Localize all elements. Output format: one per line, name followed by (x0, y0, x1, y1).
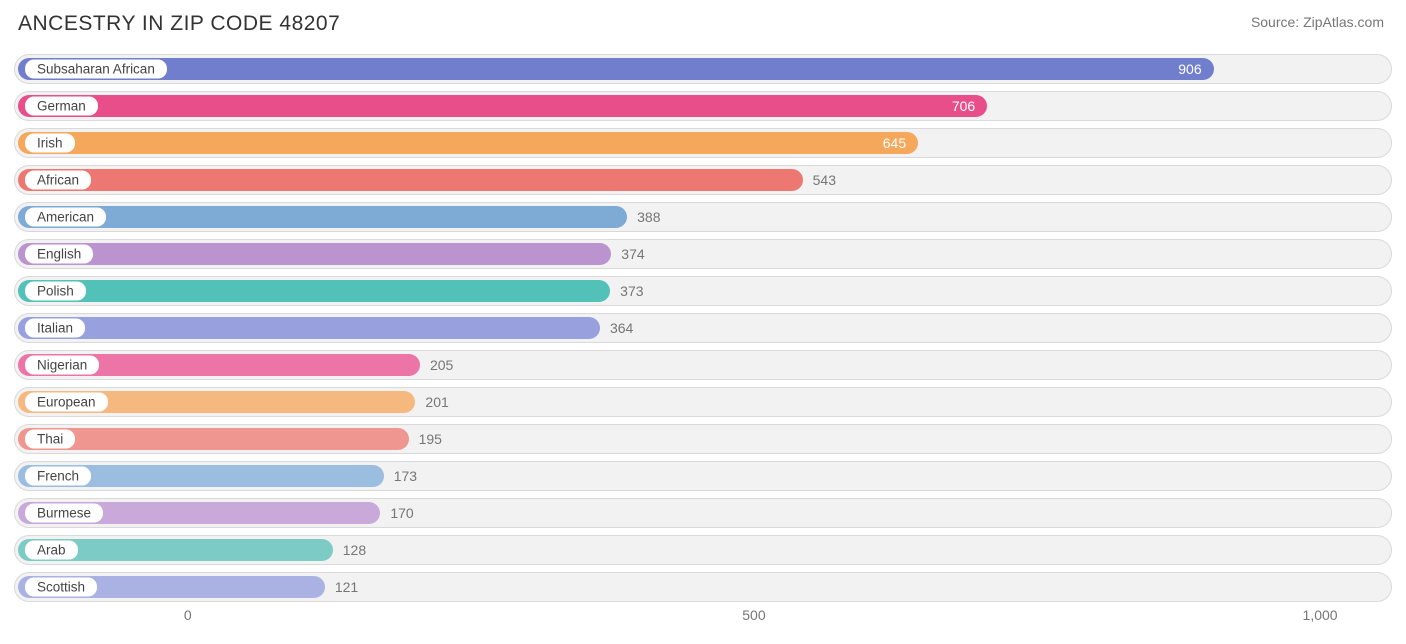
bar-row: 373 Polish (14, 276, 1392, 306)
bar-value: 201 (425, 394, 448, 410)
bar-label-pill: Arab (24, 540, 79, 561)
bar-value: 906 (1178, 61, 1201, 77)
bar-value: 121 (335, 579, 358, 595)
bar-value: 543 (813, 172, 836, 188)
bar-row: 543 African (14, 165, 1392, 195)
chart-title: ANCESTRY IN ZIP CODE 48207 (18, 12, 1392, 36)
bar-value: 364 (610, 320, 633, 336)
bar-label-pill: German (24, 96, 99, 117)
bar-value: 173 (394, 468, 417, 484)
bar-row: 706 German (14, 91, 1392, 121)
bar-label-pill: American (24, 207, 107, 228)
x-axis-tick: 1,000 (1303, 607, 1338, 623)
bar-fill (18, 169, 803, 191)
bar-fill (18, 317, 600, 339)
bar-row: 374 English (14, 239, 1392, 269)
bar-row: 906 Subsaharan African (14, 54, 1392, 84)
bar-value: 195 (419, 431, 442, 447)
bar-row: 128 Arab (14, 535, 1392, 565)
bar-value: 388 (637, 209, 660, 225)
bar-label-pill: Scottish (24, 577, 98, 598)
bar-label-pill: French (24, 466, 92, 487)
bar-row: 388 American (14, 202, 1392, 232)
bar-value: 128 (343, 542, 366, 558)
bar-value: 374 (621, 246, 644, 262)
bar-label-pill: Nigerian (24, 355, 100, 376)
bar-fill: 906 (18, 58, 1214, 80)
bar-fill: 706 (18, 95, 987, 117)
bar-row: 195 Thai (14, 424, 1392, 454)
bar-label-pill: Thai (24, 429, 76, 450)
bar-fill (18, 206, 627, 228)
bar-row: 364 Italian (14, 313, 1392, 343)
bar-fill (18, 428, 409, 450)
bar-row: 645 Irish (14, 128, 1392, 158)
x-axis-tick: 500 (742, 607, 765, 623)
bar-value: 373 (620, 283, 643, 299)
bar-label-pill: European (24, 392, 109, 413)
bar-label-pill: English (24, 244, 94, 265)
bar-fill (18, 280, 610, 302)
bar-value: 706 (952, 98, 975, 114)
bar-row: 205 Nigerian (14, 350, 1392, 380)
bar-row: 201 European (14, 387, 1392, 417)
bar-label-pill: African (24, 170, 92, 191)
ancestry-bar-chart: 906 Subsaharan African 706 German 645 Irish 54… (14, 54, 1392, 602)
bar-row: 173 French (14, 461, 1392, 491)
x-axis-tick: 0 (184, 607, 192, 623)
x-axis: 0 500 1,000 (14, 607, 1392, 637)
bar-label-pill: Irish (24, 133, 76, 154)
bar-fill (18, 243, 611, 265)
bar-label-pill: Burmese (24, 503, 104, 524)
bar-value: 645 (883, 135, 906, 151)
bar-label-pill: Italian (24, 318, 86, 339)
bar-value: 205 (430, 357, 453, 373)
bar-label-pill: Polish (24, 281, 87, 302)
bar-value: 170 (390, 505, 413, 521)
bar-fill: 645 (18, 132, 918, 154)
bar-row: 170 Burmese (14, 498, 1392, 528)
bar-label-pill: Subsaharan African (24, 59, 168, 80)
source-label: Source: ZipAtlas.com (1251, 14, 1384, 30)
bar-row: 121 Scottish (14, 572, 1392, 602)
